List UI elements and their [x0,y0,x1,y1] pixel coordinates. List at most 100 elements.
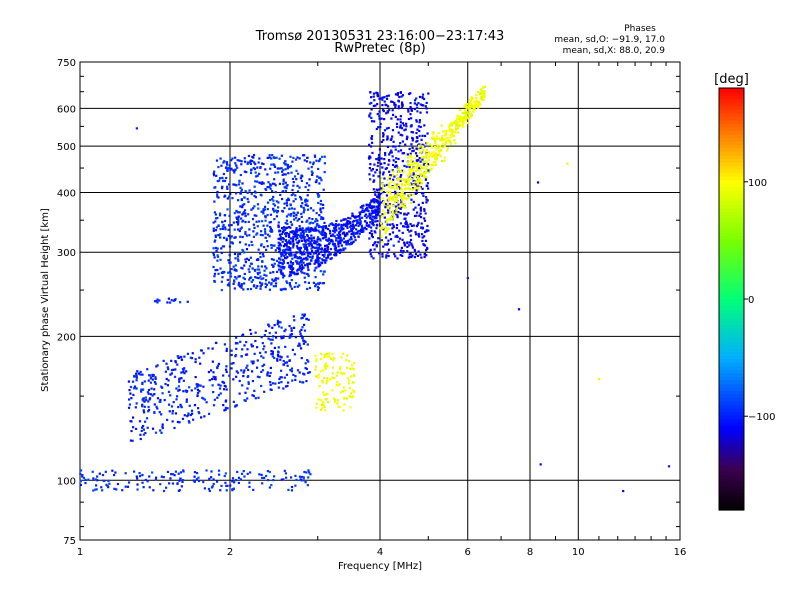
colorbar-band [719,288,744,293]
scatter-point [386,138,389,141]
scatter-point [250,280,253,283]
scatter-point [377,161,380,164]
scatter-point [411,164,415,167]
scatter-point [144,478,147,482]
scatter-point [277,351,280,354]
scatter-point [413,99,417,102]
scatter-point [406,153,409,156]
scatter-point [171,409,175,413]
scatter-point [405,125,408,128]
scatter-point [391,227,394,230]
scatter-point [337,384,340,387]
scatter-point [458,120,462,123]
scatter-point [407,108,410,111]
scatter-point [326,401,330,404]
scatter-point [272,280,275,283]
scatter-point [262,182,265,185]
scatter-point [331,233,335,236]
colorbar-band [719,228,744,233]
scatter-point [406,245,409,249]
colorbar-band [719,436,744,441]
scatter-point [272,202,275,206]
scatter-point [284,251,287,254]
scatter-point [337,223,340,226]
scatter-point [343,372,346,375]
scatter-point [222,374,225,377]
scatter-point [400,127,404,130]
scatter-point [246,397,249,400]
scatter-point [422,163,425,166]
scatter-point [420,173,423,176]
scatter-point [317,286,320,290]
scatter-point [461,121,464,124]
scatter-point [415,136,418,139]
scatter-point [337,236,341,239]
scatter-point [202,397,205,400]
colorbar-band [719,341,744,346]
scatter-point [422,192,425,195]
scatter-point [397,185,400,189]
scatter-point [423,176,426,179]
scatter-point [230,224,233,227]
scatter-point [464,105,467,108]
scatter-point [219,212,222,215]
scatter-point [423,255,426,259]
scatter-point [385,97,389,100]
scatter-point [384,151,387,155]
scatter-point [163,398,166,402]
scatter-point [431,164,434,167]
scatter-point [233,212,236,215]
scatter-point [311,217,314,221]
scatter-point [405,165,408,168]
scatter-point [182,390,185,393]
scatter-point [312,209,315,212]
scatter-point [401,160,404,163]
scatter-point [303,154,306,157]
scatter-point [162,489,166,493]
scatter-point [221,380,224,383]
scatter-point [321,407,324,410]
scatter-point [301,175,304,178]
colorbar-band [719,147,744,152]
scatter-point [224,399,228,402]
scatter-point [292,184,295,187]
scatter-point [387,158,391,162]
scatter-point [380,239,383,242]
scatter-point [108,482,111,485]
scatter-point [374,220,377,223]
scatter-point [425,155,428,158]
scatter-point [148,397,152,400]
scatter-point [229,272,232,275]
scatter-point [290,269,294,272]
scatter-point [296,190,300,193]
scatter-point [282,261,285,264]
scatter-point [352,368,355,371]
scatter-point [323,393,326,397]
scatter-point [322,225,325,228]
scatter-point [304,199,307,202]
scatter-point [415,165,418,168]
scatter-point [418,129,421,133]
scatter-point [409,154,412,157]
scatter-point [166,418,169,422]
scatter-point [441,135,444,138]
scatter-point [185,370,188,373]
colorbar-band [719,453,744,458]
scatter-point [453,121,456,125]
scatter-point [399,149,403,152]
scatter-point [418,166,421,170]
scatter-point [282,168,285,171]
colorbar-band [719,309,744,314]
scatter-point [306,208,310,211]
scatter-point [364,220,367,223]
scatter-point [375,91,378,94]
scatter-point [258,271,261,274]
scatter-point [146,391,150,394]
scatter-point [458,109,462,112]
scatter-point [243,196,246,199]
scatter-point [256,375,259,378]
scatter-point [326,246,330,249]
scatter-point [304,362,307,365]
scatter-point [247,268,250,271]
scatter-point [277,225,280,229]
